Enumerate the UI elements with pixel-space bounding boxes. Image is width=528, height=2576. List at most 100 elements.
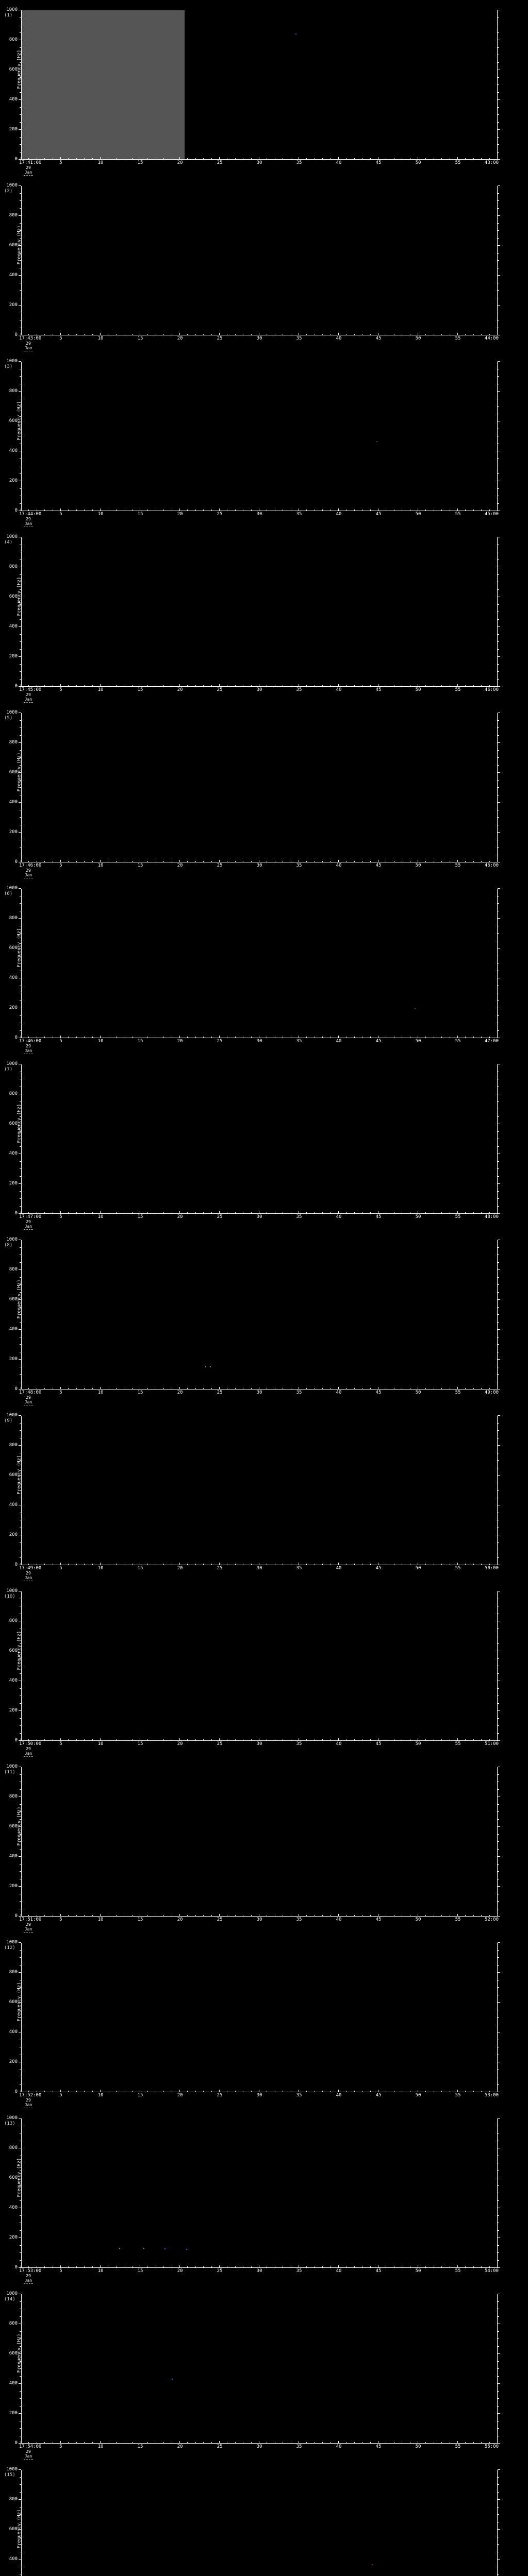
y-tick-label: 200 <box>9 1532 18 1537</box>
x-tick-mark <box>441 2442 442 2444</box>
y-tick-mark-right <box>498 488 499 489</box>
y-tick-mark-right <box>498 62 499 63</box>
x-tick-mark <box>163 1564 164 1565</box>
y-tick-mark <box>20 1774 21 1775</box>
x-tick-mark <box>425 334 426 335</box>
x-tick-mark <box>473 158 474 160</box>
x-tick-label: 30 <box>256 1039 262 1044</box>
x-tick-mark <box>100 2090 101 2092</box>
x-tick-label: 5 <box>59 2268 62 2274</box>
x-tick-mark <box>44 1915 45 1917</box>
x-tick-mark <box>219 157 220 160</box>
y-tick-mark-right <box>498 2260 499 2261</box>
y-tick-mark <box>20 765 21 766</box>
x-tick-mark <box>473 1037 474 1038</box>
y-tick-mark <box>19 1299 21 1300</box>
x-tick-mark <box>76 510 77 511</box>
x-tick-label: 10 <box>97 687 104 692</box>
x-tick-label: 55 <box>455 160 461 165</box>
x-tick-mark <box>147 2266 148 2268</box>
y-tick-mark-right <box>498 1314 499 1315</box>
y-tick-mark-right <box>498 817 499 818</box>
x-tick-mark <box>116 1915 117 1917</box>
x-tick-mark <box>370 334 371 335</box>
x-tick-mark <box>322 1212 323 1214</box>
x-tick-mark <box>457 157 458 160</box>
x-tick-mark <box>219 684 220 687</box>
y-tick-mark <box>20 1643 21 1644</box>
x-tick-mark <box>163 1212 164 1214</box>
y-tick-mark <box>20 2368 21 2369</box>
x-tick-mark <box>131 1212 133 1214</box>
y-tick-mark <box>20 230 21 231</box>
y-tick-mark <box>20 589 21 590</box>
x-tick-label: 17:53:00 <box>19 2268 42 2274</box>
x-tick-mark <box>370 685 371 687</box>
x-tick-mark <box>179 2441 180 2444</box>
y-tick-mark-right <box>498 1191 499 1192</box>
x-tick-mark <box>211 1388 212 1389</box>
y-tick-mark-right <box>498 604 499 605</box>
x-tick-mark <box>441 1915 442 1917</box>
x-tick-mark <box>235 2091 236 2092</box>
x-tick-mark <box>28 2266 29 2268</box>
panel-index-label: (8) <box>4 1243 13 1248</box>
x-tick-label: 15 <box>137 160 143 165</box>
panel-index-label: (6) <box>4 891 13 896</box>
y-tick-mark-right <box>498 1643 499 1644</box>
x-tick-label: 30 <box>256 2093 262 2098</box>
y-tick-label: 400 <box>9 97 18 102</box>
y-tick-mark-right <box>498 1415 500 1416</box>
x-tick-mark <box>338 1387 339 1389</box>
y-tick-mark <box>20 1176 21 1177</box>
x-tick-mark <box>338 1211 339 1214</box>
x-tick-label: 17:54:00 <box>19 2444 42 2449</box>
x-tick-mark <box>100 333 101 335</box>
y-tick-mark-right <box>498 1146 499 1147</box>
y-tick-mark <box>20 1718 21 1719</box>
x-tick-label: 10 <box>97 2444 104 2449</box>
y-tick-label: 800 <box>9 2321 18 2326</box>
x-tick-mark <box>338 157 339 160</box>
x-tick-label: 25 <box>217 1566 223 1571</box>
y-tick-mark <box>19 129 21 130</box>
y-tick-mark-right <box>498 2200 499 2201</box>
y-tick-mark-right <box>498 2368 499 2369</box>
x-tick-mark <box>354 1212 355 1214</box>
x-tick-mark <box>251 334 252 335</box>
x-tick-label: 50 <box>415 687 421 692</box>
y-tick-mark <box>20 1804 21 1805</box>
x-tick-label: 20 <box>177 863 183 868</box>
x-tick-label: 40 <box>336 512 342 517</box>
x-tick-label: 35 <box>296 687 302 692</box>
x-tick-mark <box>179 2265 180 2268</box>
y-tick-mark-right <box>498 1834 499 1835</box>
panel-index-label: (12) <box>4 1945 15 1951</box>
y-tick-mark-right <box>498 727 499 728</box>
x-tick-mark <box>203 685 204 687</box>
y-tick-mark-right <box>498 1101 499 1102</box>
y-tick-mark <box>19 1886 21 1887</box>
x-tick-mark <box>84 158 85 160</box>
x-tick-mark <box>497 509 498 511</box>
x-tick-label: 55 <box>455 1917 461 1922</box>
y-tick-mark <box>20 757 21 758</box>
y-tick-mark-right <box>498 1329 500 1330</box>
x-tick-mark <box>203 2091 204 2092</box>
y-tick-mark <box>20 1277 21 1278</box>
data-speck <box>172 2378 173 2380</box>
x-tick-label: 10 <box>97 160 104 165</box>
x-tick-mark <box>481 510 482 511</box>
x-tick-label: 15 <box>137 512 143 517</box>
y-tick-label: 400 <box>9 273 18 278</box>
y-tick-label: 200 <box>9 127 18 132</box>
x-tick-label: 55 <box>455 2093 461 2098</box>
y-tick-mark <box>20 1789 21 1790</box>
y-tick-mark-right <box>498 589 499 590</box>
x-tick-mark <box>457 684 458 687</box>
x-tick-mark <box>235 1915 236 1917</box>
y-tick-mark <box>20 2215 21 2216</box>
x-tick-mark <box>195 2091 196 2092</box>
y-tick-mark-right <box>498 92 499 93</box>
